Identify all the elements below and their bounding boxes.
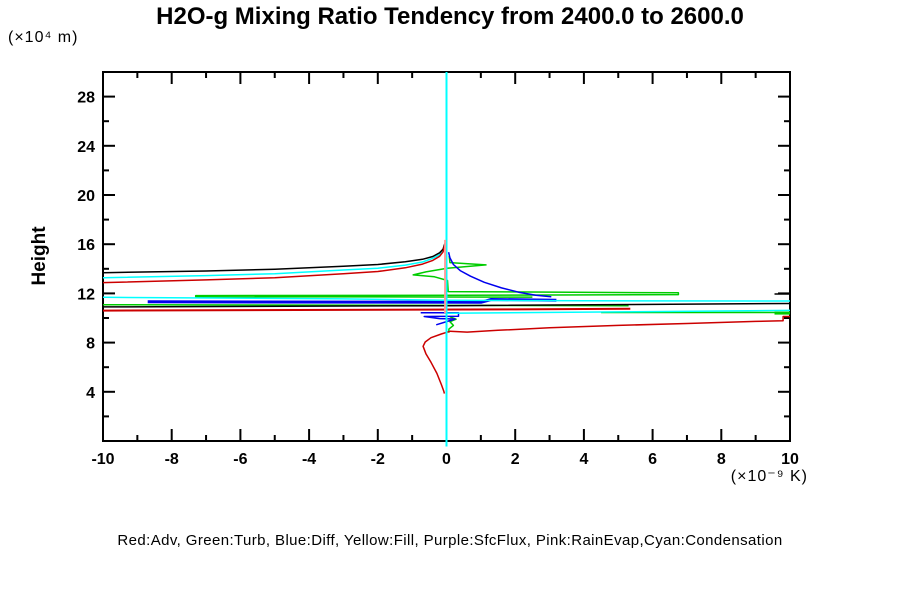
y-axis-unit-label: (×10⁴ m) (8, 29, 79, 46)
x-tick-label: 2 (511, 451, 520, 468)
y-tick-label: 28 (77, 90, 95, 107)
x-tick-label: -8 (165, 451, 179, 468)
y-tick-label: 16 (77, 237, 95, 254)
x-tick-label: -10 (91, 451, 114, 468)
series-adv-hook (422, 330, 451, 394)
series-diff-decay (447, 252, 552, 298)
x-tick-label: -6 (233, 451, 247, 468)
x-tick-label: 8 (717, 451, 726, 468)
x-tick-label: 6 (648, 451, 657, 468)
x-tick-label: 10 (781, 451, 799, 468)
series-adv-rise (102, 245, 446, 284)
y-tick-label: 8 (86, 336, 95, 353)
series-total-rise (102, 243, 446, 274)
series-cond-lower-band (446, 309, 791, 315)
y-tick-label: 12 (77, 286, 95, 303)
x-tick-label: -4 (302, 451, 316, 468)
series-adv-band (102, 307, 631, 312)
y-tick-label: 24 (77, 139, 95, 156)
series-diff-lower-squiggle (420, 312, 460, 326)
series-turb-profile (194, 255, 680, 298)
y-tick-label: 20 (77, 188, 95, 205)
y-tick-label: 4 (86, 385, 95, 402)
chart-title: H2O-g Mixing Ratio Tendency from 2400.0 … (156, 3, 744, 30)
x-tick-label: 0 (442, 451, 451, 468)
x-axis-unit-label: (×10⁻⁹ K) (730, 468, 808, 485)
x-tick-label: -2 (371, 451, 385, 468)
series-adv-tail (449, 315, 790, 333)
series-cond-rise (102, 247, 445, 279)
legend-text: Red:Adv, Green:Turb, Blue:Diff, Yellow:F… (117, 532, 783, 549)
x-tick-label: 4 (579, 451, 588, 468)
